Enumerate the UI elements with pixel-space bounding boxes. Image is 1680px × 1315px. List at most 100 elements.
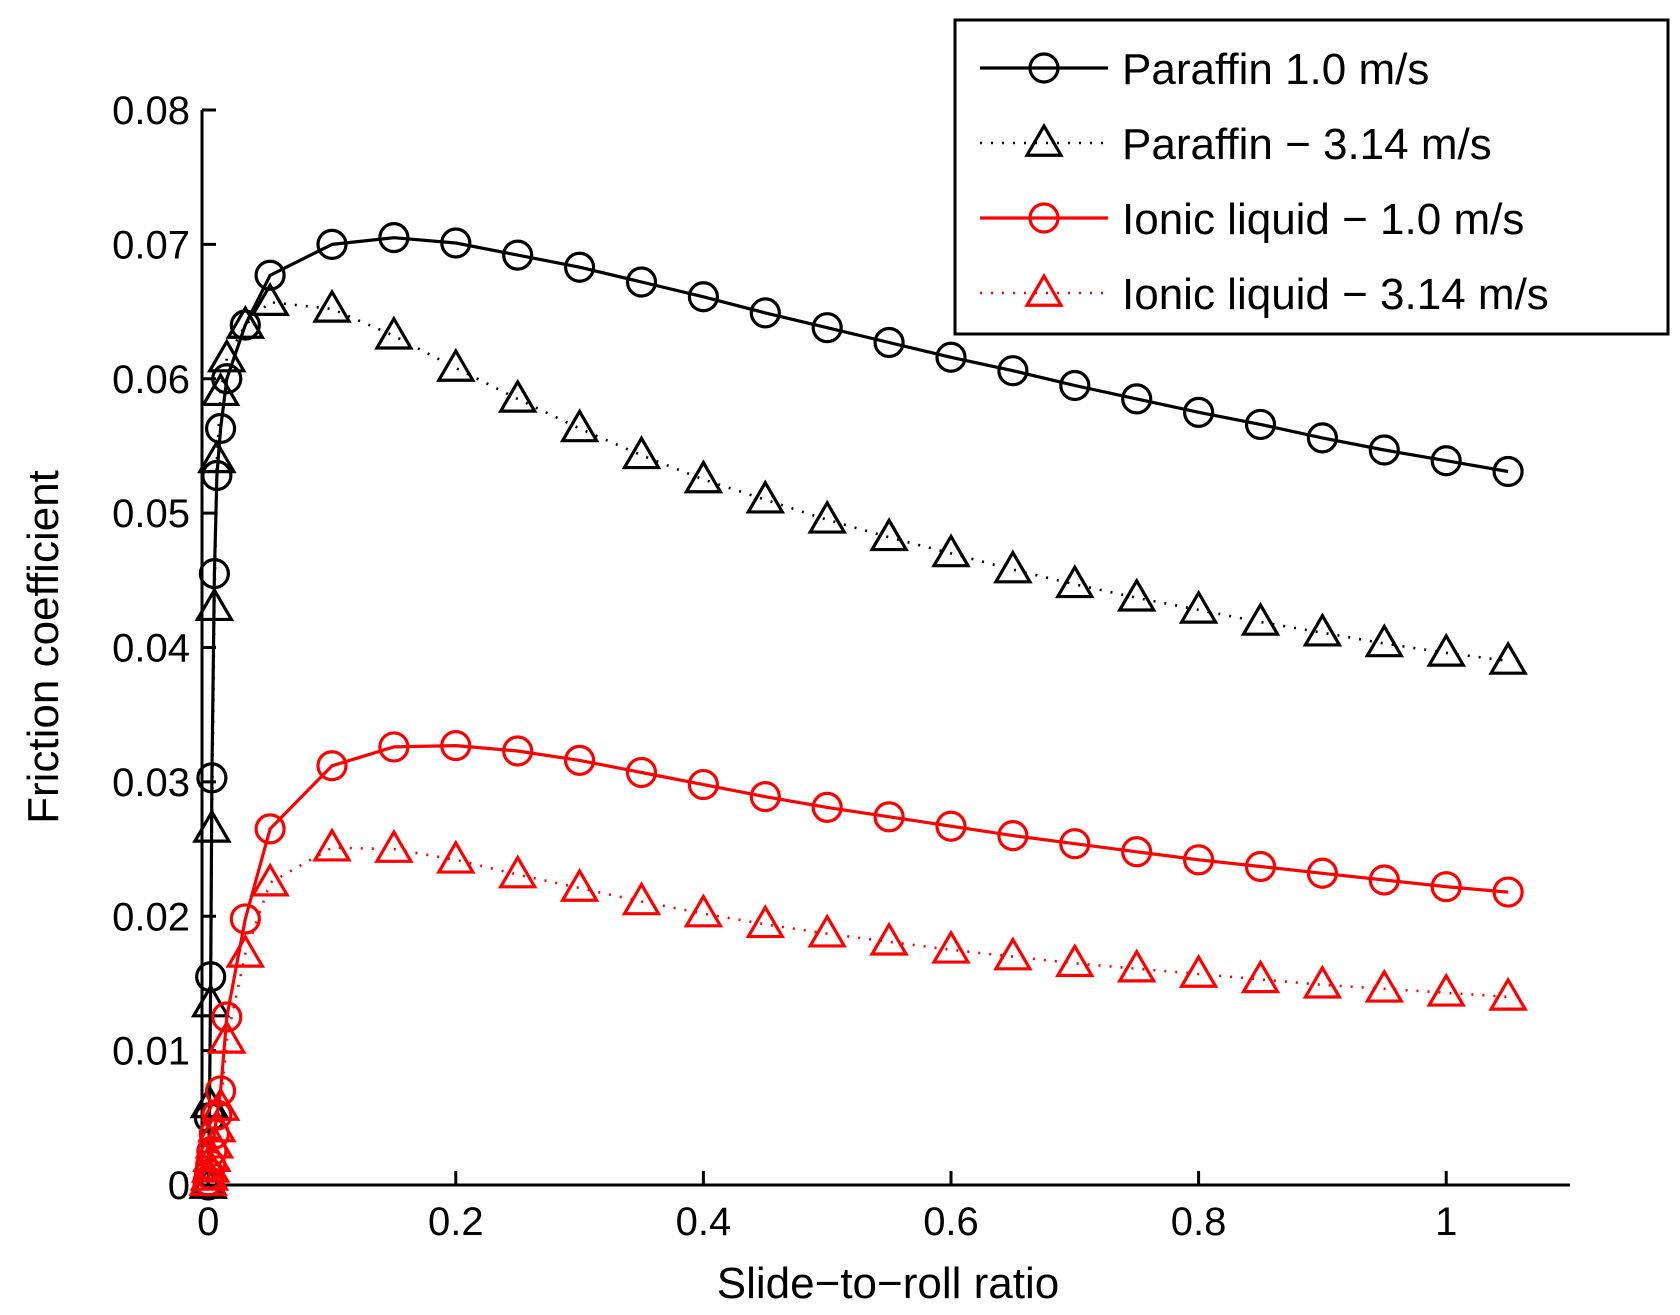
axes: 0 0.01 0.02 0.03 0.04 0.05 0.06 0.07 0.08 0 0.2 0.4… (112, 89, 1570, 1244)
data-point (1430, 871, 1462, 903)
y-tick-label: 0.07 (112, 223, 190, 267)
legend-entry: Ionic liquid − 1.0 m/s (980, 195, 1524, 244)
data-point (374, 828, 414, 863)
data-point (497, 378, 538, 413)
data-point (993, 936, 1033, 971)
data-point (440, 729, 472, 762)
data-point (687, 281, 719, 313)
legend-label: Ionic liquid − 1.0 m/s (1122, 195, 1524, 244)
data-point (1492, 876, 1524, 908)
data-point (436, 839, 476, 874)
data-point (811, 791, 843, 824)
data-point (1426, 972, 1466, 1007)
data-point (993, 549, 1033, 584)
data-point (873, 801, 905, 833)
data-point (190, 983, 231, 1018)
series-layer (188, 222, 1528, 1201)
data-point (935, 341, 967, 373)
data-point (1182, 396, 1215, 428)
data-point (201, 459, 233, 492)
data-point (997, 355, 1029, 387)
data-point (1492, 455, 1524, 488)
data-point (997, 820, 1029, 852)
data-point (250, 281, 290, 316)
data-point (254, 813, 286, 845)
data-point (563, 744, 596, 776)
data-point (1059, 369, 1091, 402)
x-tick-label: 0.8 (1171, 1200, 1227, 1244)
data-point (1306, 422, 1338, 454)
data-point (374, 315, 414, 350)
y-tick-label: 0.04 (112, 627, 190, 671)
data-point (1302, 612, 1343, 647)
data-point (195, 961, 227, 993)
data-point (807, 499, 847, 534)
data-point (200, 372, 241, 407)
series-1 (192, 222, 1524, 1201)
legend-marker (1028, 202, 1060, 234)
y-tick-label: 0.03 (112, 761, 190, 805)
data-point (197, 1108, 237, 1143)
data-point (200, 1086, 241, 1121)
data-point (621, 881, 662, 916)
data-point (189, 1156, 230, 1191)
data-point (206, 338, 247, 373)
data-point (1055, 943, 1095, 978)
legend-marker (1028, 52, 1060, 84)
data-point (229, 903, 261, 935)
legend-marker (1024, 122, 1064, 157)
data-point (225, 304, 266, 339)
data-point (1368, 864, 1400, 896)
data-point (378, 222, 410, 254)
data-point (1121, 836, 1153, 868)
data-point (316, 228, 348, 260)
data-point (1488, 976, 1528, 1011)
legend-marker (1024, 272, 1064, 307)
legend-box (953, 18, 1670, 336)
legend-entry: Paraffin − 3.14 m/s (980, 120, 1492, 169)
data-point (1178, 953, 1219, 988)
data-point (687, 768, 719, 801)
data-point (502, 239, 534, 271)
data-point (312, 288, 352, 323)
y-axis-title: Friction coefficient (19, 470, 68, 824)
data-point (250, 862, 290, 897)
x-tick-label: 0.6 (923, 1200, 979, 1244)
data-point (621, 435, 662, 470)
data-point (1306, 857, 1338, 889)
y-tick-label: 0.05 (112, 492, 190, 536)
x-tick-label: 0.2 (428, 1200, 484, 1244)
data-point (1244, 408, 1277, 441)
data-point (211, 1001, 243, 1033)
legend-label: Paraffin 1.0 m/s (1122, 45, 1429, 94)
data-point (873, 326, 905, 359)
data-point (931, 929, 971, 964)
series-4 (188, 827, 1528, 1197)
data-point (197, 439, 237, 474)
data-point (563, 251, 596, 283)
data-point (225, 933, 266, 968)
series-3 (192, 729, 1524, 1197)
x-tick-label: 0 (197, 1200, 219, 1244)
data-point (194, 587, 235, 622)
data-point (811, 312, 843, 344)
data-point (625, 266, 658, 298)
data-point (211, 363, 243, 395)
data-point (745, 479, 786, 514)
data-point (1055, 564, 1095, 599)
axis-labels: Slide−to−roll ratio Friction coefficient (19, 470, 1059, 1308)
legend: Paraffin 1.0 m/s Paraffin − 3.14 m/s Ionic… (953, 18, 1670, 336)
data-point (807, 913, 847, 948)
data-point (1364, 968, 1405, 1003)
data-point (749, 781, 781, 813)
data-point (502, 735, 534, 767)
legend-label: Ionic liquid − 3.14 m/s (1122, 270, 1549, 319)
legend-entry: Ionic liquid − 3.14 m/s (980, 270, 1549, 319)
data-point (316, 750, 348, 782)
data-point (1182, 844, 1215, 876)
data-point (869, 921, 909, 956)
y-tick-label: 0.06 (112, 358, 190, 402)
data-point (869, 517, 909, 552)
data-point (192, 808, 232, 843)
data-point (440, 227, 472, 259)
